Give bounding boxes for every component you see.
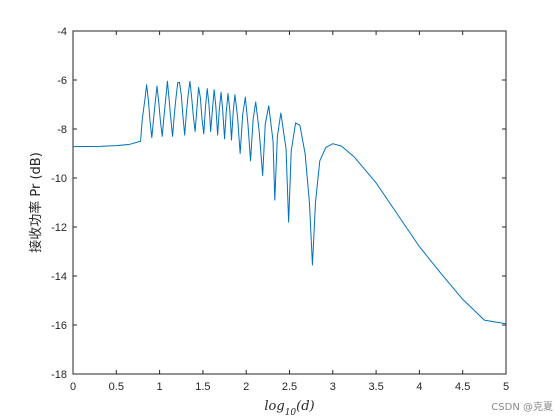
x-axis-label-arg: (d) <box>296 399 314 414</box>
series-group <box>72 80 507 325</box>
received-power-line <box>72 80 507 325</box>
x-tick-label: 4.5 <box>455 381 470 393</box>
watermark: CSDN @克夏 <box>491 401 553 413</box>
x-axis-label-subscript: 10 <box>285 408 297 418</box>
y-tick-label: -10 <box>51 173 67 185</box>
y-axis-label: 接收功率 Pr (dB) <box>28 152 44 253</box>
y-tick-label: -6 <box>57 75 67 87</box>
x-tick-label: 2.5 <box>282 381 297 393</box>
x-tick-label: 3.5 <box>368 381 383 393</box>
y-tick-label: -14 <box>51 271 67 283</box>
x-tick-label: 1.5 <box>195 381 210 393</box>
x-tick-label: 1 <box>157 381 163 393</box>
y-tick-label: -18 <box>51 369 67 381</box>
y-tick-label: -12 <box>51 222 67 234</box>
x-tick-label: 0.5 <box>109 381 124 393</box>
x-tick-label: 0 <box>70 381 76 393</box>
x-axis-label-base: log <box>264 399 284 414</box>
y-axis-ticks: -18 -16 -14 -12 -10 -8 -6 -4 <box>51 26 506 381</box>
y-tick-label: -4 <box>57 26 67 38</box>
y-tick-label: -8 <box>57 124 67 136</box>
x-tick-label: 3 <box>330 381 336 393</box>
y-tick-label: -16 <box>51 320 67 332</box>
x-tick-label: 4 <box>416 381 422 393</box>
x-tick-label: 2 <box>243 381 249 393</box>
x-axis-label: log10(d) <box>264 399 314 418</box>
x-axis-ticks: 0 0.5 1 1.5 2 2.5 3 3.5 4 4.5 5 <box>70 31 509 393</box>
x-tick-label: 5 <box>503 381 509 393</box>
